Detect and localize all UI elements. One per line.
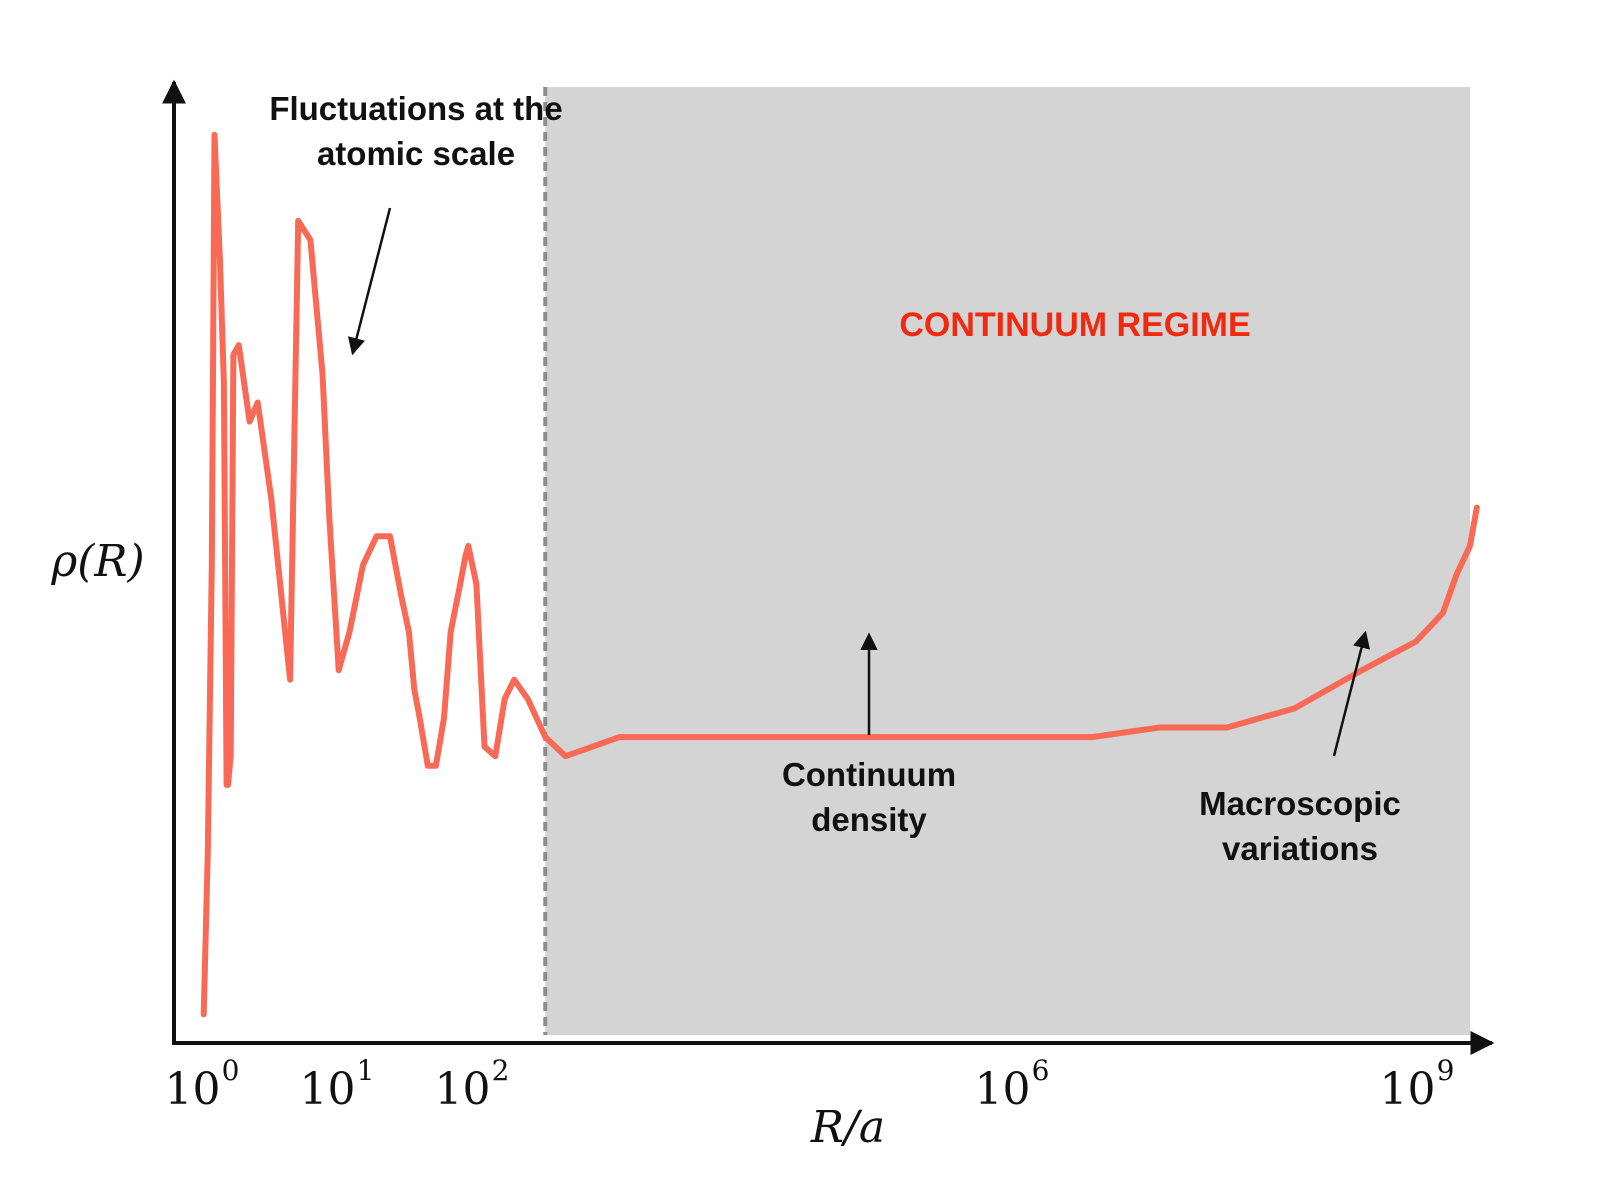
y-axis-label: ρ(R)	[50, 536, 144, 587]
x-tick-labels: 10 0 10 1 10 2 10 6 10 9	[165, 1054, 1455, 1115]
x-axis-label: R/a	[810, 1102, 885, 1153]
macroscopic-arrow	[1332, 630, 1371, 757]
x-tick-label-1: 10	[300, 1064, 356, 1115]
macroscopic-label-line1: Macroscopic	[1199, 785, 1401, 822]
x-tick-exponent-9: 9	[1437, 1054, 1455, 1087]
continuum-density-label-line2: density	[811, 801, 927, 838]
fluctuations-label-line2: atomic scale	[317, 135, 515, 172]
continuum-regime-label: CONTINUUM REGIME	[899, 306, 1250, 344]
continuum-density-label-line1: Continuum	[782, 756, 956, 793]
x-tick-label-9: 10	[1380, 1064, 1436, 1115]
x-tick-exponent-6: 6	[1032, 1054, 1050, 1087]
macroscopic-label-line2: variations	[1222, 830, 1378, 867]
fluctuations-label-line1: Fluctuations at the	[269, 90, 562, 127]
x-tick-label-0: 10	[165, 1064, 221, 1115]
x-tick-label-2: 10	[435, 1064, 491, 1115]
x-tick-exponent-1: 1	[357, 1054, 375, 1087]
x-tick-exponent-2: 2	[492, 1054, 510, 1087]
continuum-region	[545, 87, 1470, 1035]
x-tick-label-6: 10	[975, 1064, 1031, 1115]
fluctuations-arrow	[348, 207, 392, 356]
x-tick-exponent-0: 0	[222, 1054, 240, 1087]
density-curve	[200, 131, 1480, 1018]
